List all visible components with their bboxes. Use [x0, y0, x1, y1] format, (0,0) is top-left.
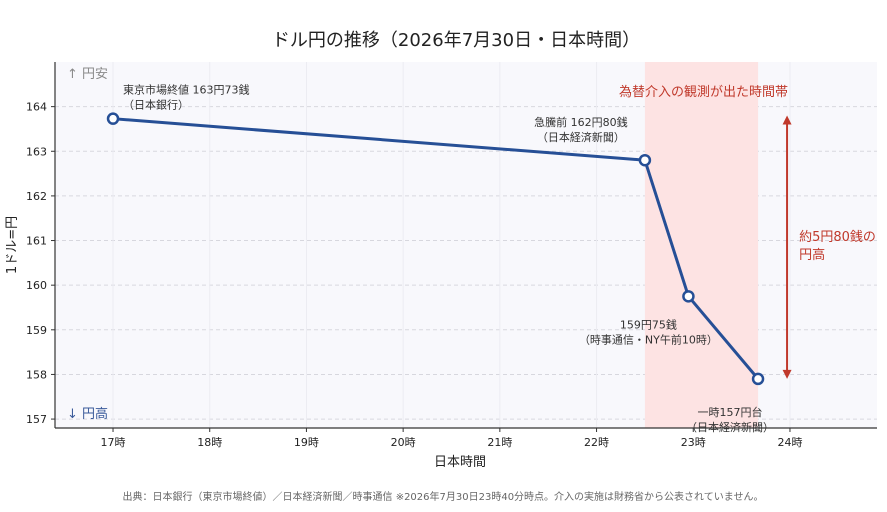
chart-title: ドル円の推移（2026年7月30日・日本時間） [272, 30, 640, 51]
data-point [751, 372, 765, 386]
data-point-label: （日本経済新聞） [537, 130, 625, 144]
x-tick-label: 22時 [584, 436, 609, 449]
y-tick-label: 162 [26, 190, 47, 203]
plot-axes [54, 62, 877, 429]
intervention-highlight-label: 為替介入の観測が出た時間帯 [619, 84, 788, 100]
x-axis-label: 日本時間 [434, 455, 486, 470]
range-arrow-head-top [782, 115, 792, 125]
intervention-highlight-band [644, 62, 759, 428]
y-tick-label: 163 [26, 145, 47, 158]
data-point-label: （時事通信・NY午前10時） [579, 332, 718, 346]
x-tick-label: 20時 [391, 436, 416, 449]
x-tick-label: 18時 [197, 436, 222, 449]
y-gridlines [55, 106, 877, 420]
y-tick-label: 159 [26, 324, 47, 337]
x-tick-label: 17時 [101, 436, 126, 449]
x-tick-label: 19時 [294, 436, 319, 449]
range-arrow-head-bottom [782, 369, 792, 379]
y-tick-label: 161 [26, 235, 47, 248]
yen-weak-label: ↑ 円安 [67, 67, 108, 82]
data-point-labels: 東京市場終値 163円73銭（日本銀行）急騰前 162円80銭（日本経済新聞）1… [123, 83, 774, 434]
x-tick-label: 23時 [681, 436, 706, 449]
range-annotation-label: 円高 [799, 247, 825, 263]
data-point [682, 290, 695, 303]
data-point-label: 一時157円台 [698, 405, 763, 419]
y-tick-label: 160 [26, 279, 47, 292]
data-point [106, 112, 120, 125]
data-point-label: 東京市場終値 163円73銭 [123, 83, 250, 97]
x-tick-label: 24時 [777, 436, 802, 449]
range-annotation-label: 約5円80銭の [799, 230, 876, 245]
data-point-label: （日本銀行） [123, 98, 189, 112]
source-note: 出典：日本銀行（東京市場終値）／日本経済新聞／時事通信 ※2026年7月30日2… [123, 490, 764, 503]
series-line [112, 117, 760, 380]
data-point-label: 159円75銭 [620, 318, 677, 331]
data-point-label: （日本経済新聞） [686, 420, 774, 434]
x-tick-label: 21時 [487, 436, 512, 449]
y-tick-label: 157 [26, 413, 47, 426]
x-axis-ticks: 17時 18時 19時 20時 21時 22時 23時 24時 [101, 428, 802, 449]
y-axis-ticks: 157 158 159 160 161 162 163 164 [26, 101, 55, 426]
data-point [638, 153, 652, 167]
data-point-label: 急騰前 162円80銭 [534, 115, 628, 129]
y-axis-label: 1ドル=円 [5, 216, 20, 274]
yen-strong-label: ↓ 円高 [67, 406, 108, 422]
y-tick-label: 164 [26, 101, 47, 114]
y-tick-label: 158 [26, 368, 47, 381]
series-usd-jpy [106, 112, 765, 386]
